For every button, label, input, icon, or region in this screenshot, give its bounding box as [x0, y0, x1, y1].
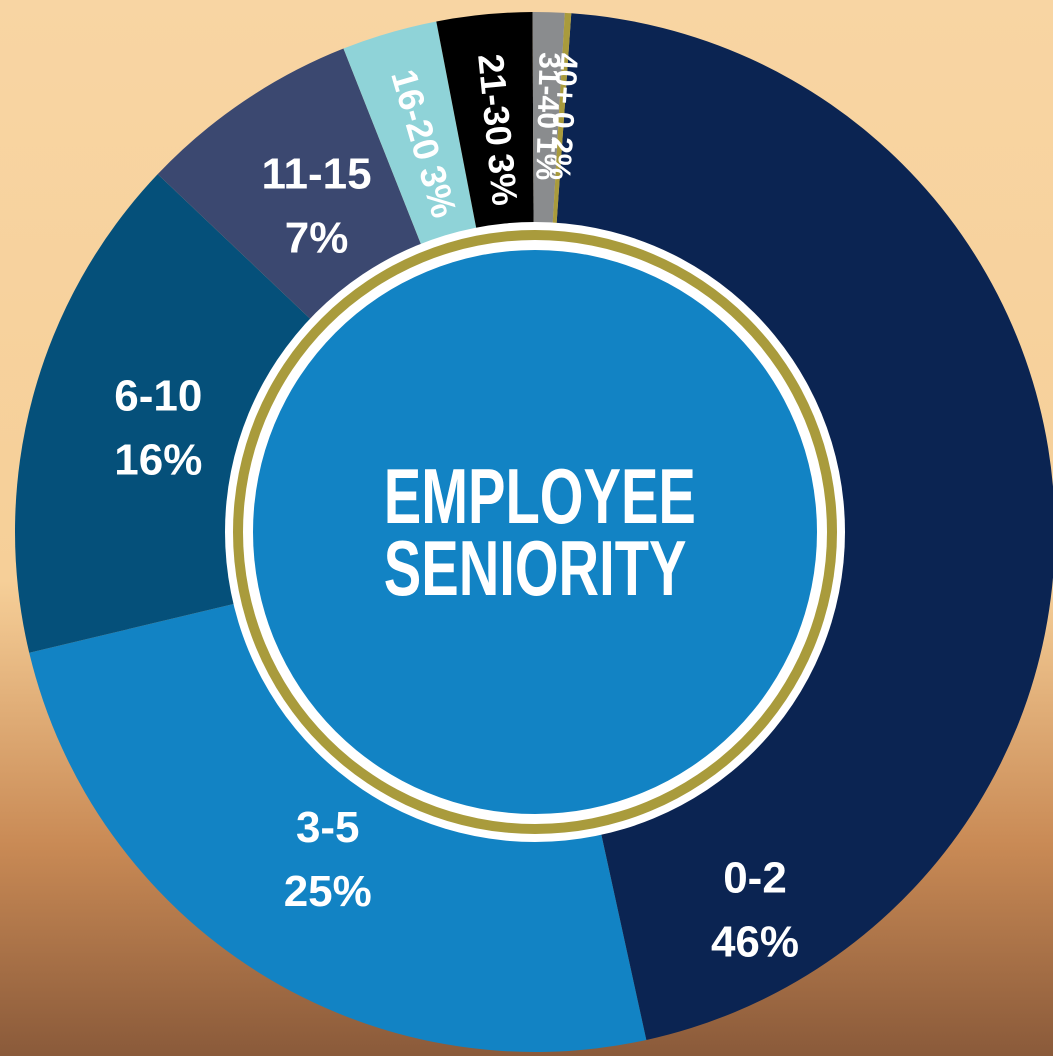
slice-category: 21-30: [471, 52, 521, 148]
slice-value-label: 16%: [114, 436, 202, 485]
slice-value-label: 25%: [284, 867, 372, 916]
slice-value-label: 3%: [480, 152, 526, 208]
slice-value-label: 7%: [285, 214, 349, 263]
slice-label: 40+ 0.2%: [543, 52, 584, 181]
center: [253, 250, 817, 814]
slice-label: 21-303%: [471, 52, 527, 207]
slice-value-label: 46%: [711, 918, 799, 967]
slice-label: 3-5: [296, 803, 360, 852]
slice-label: 11-15: [262, 150, 372, 199]
slice-label: 6-10: [114, 372, 202, 421]
slice-value-label: 0.2%: [543, 111, 580, 181]
chart-title: EMPLOYEE SENIORITY: [383, 452, 696, 612]
slice-category: 40+: [547, 52, 583, 105]
slice-label: 0-2: [723, 854, 787, 903]
